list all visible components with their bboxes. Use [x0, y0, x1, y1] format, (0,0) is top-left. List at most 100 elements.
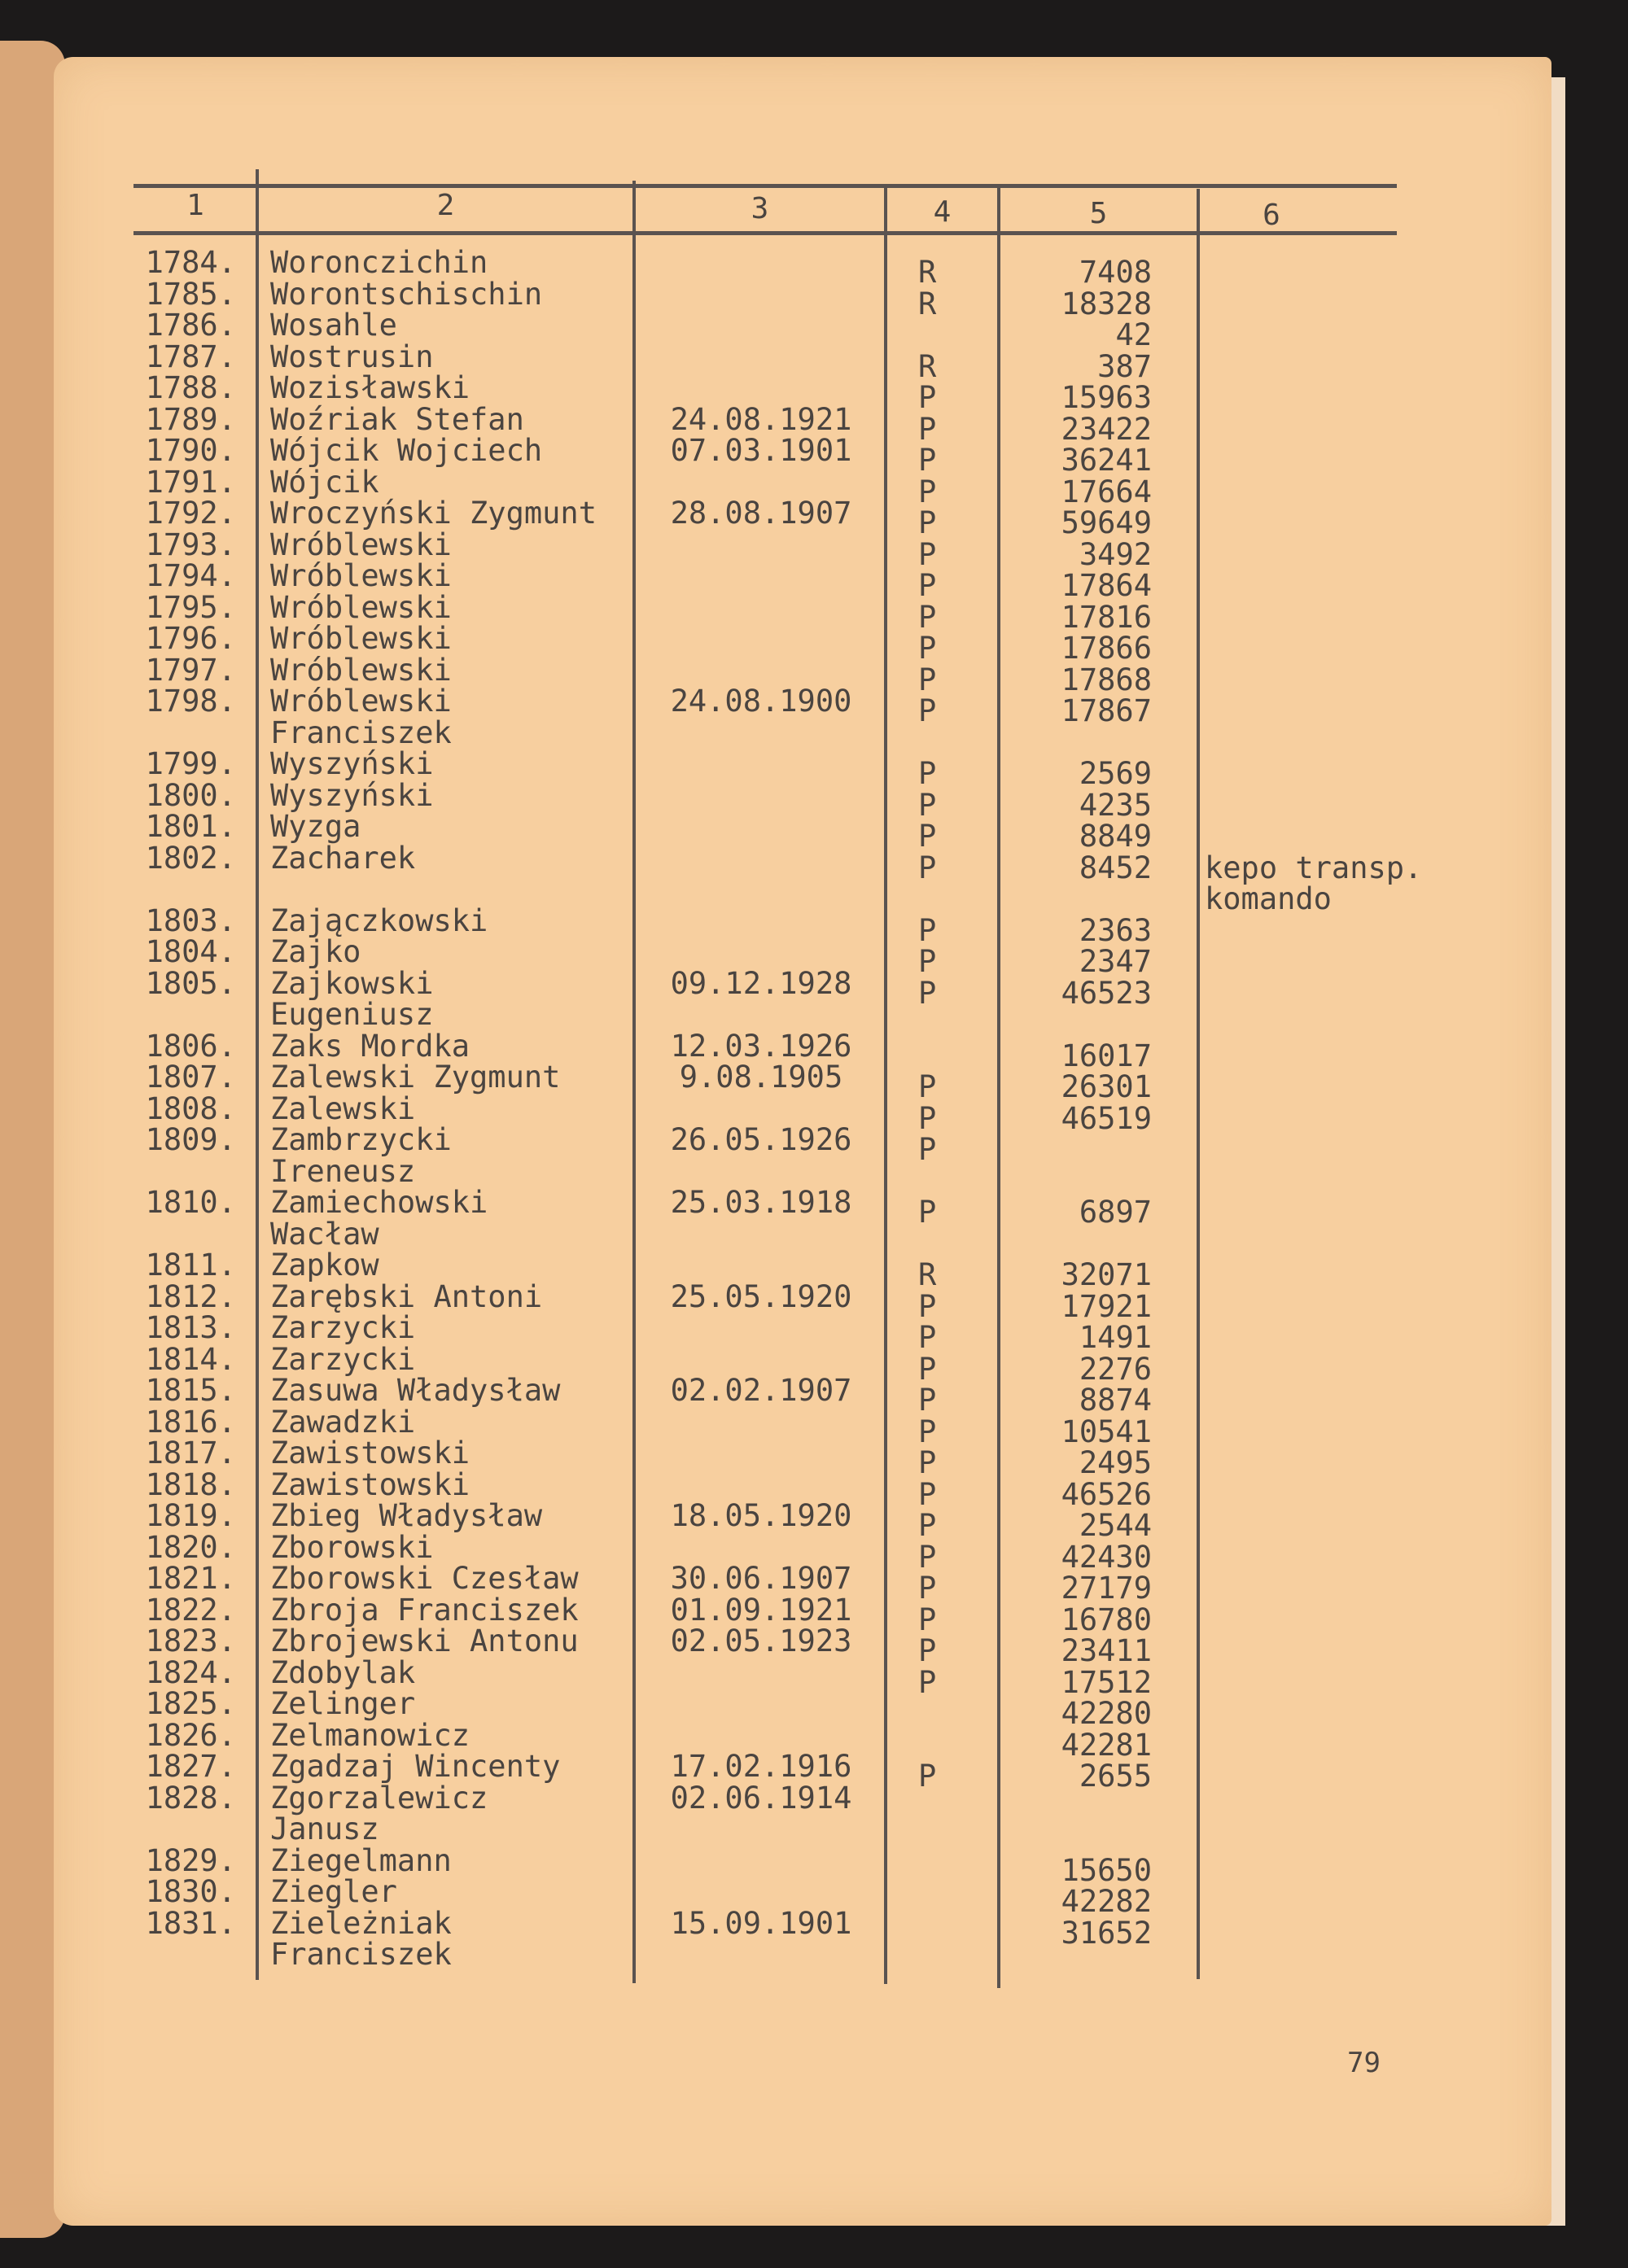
- cell-name: Zgorzalewicz: [270, 1780, 488, 1816]
- cell-name: Zieleżniak: [270, 1905, 452, 1941]
- cell-category: P: [918, 1664, 937, 1700]
- cell-row-number: 1785.: [145, 276, 236, 312]
- column-divider: [632, 181, 636, 1983]
- cell-row-number: 1819.: [145, 1498, 236, 1533]
- cell-birth-date: 25.05.1920: [670, 1278, 852, 1314]
- cell-name: Ziegler: [270, 1874, 397, 1909]
- cell-row-number: 1831.: [145, 1905, 236, 1941]
- cell-camp-number: 17512: [1061, 1664, 1152, 1700]
- cell-camp-number: 15963: [1061, 380, 1152, 415]
- cell-camp-number: 2569: [1079, 756, 1152, 791]
- cell-row-number: 1799.: [145, 746, 236, 781]
- table-row: 1806. Zaks Mordka 12.03.1926 16017: [0, 1028, 1628, 1071]
- cell-row-number: 1797.: [145, 652, 236, 688]
- cell-camp-number: 18328: [1061, 286, 1152, 321]
- cell-row-number: 1786.: [145, 308, 236, 343]
- table-top-rule: [133, 184, 1397, 188]
- cell-name: Ziegelmann: [270, 1842, 452, 1878]
- cell-name: Wroczyński Zygmunt: [270, 496, 597, 531]
- table-row: Eugeniusz: [0, 999, 1628, 1031]
- cell-row-number: 1793.: [145, 527, 236, 562]
- cell-category: P: [918, 787, 937, 823]
- cell-category: P: [918, 1759, 937, 1794]
- table-row: 1809. Zambrzycki 26.05.1926 P: [0, 1122, 1628, 1165]
- cell-category: P: [918, 662, 937, 697]
- cell-birth-date: 09.12.1928: [670, 965, 852, 1001]
- cell-category: P: [918, 631, 937, 666]
- table-row: Franciszek: [0, 714, 1628, 750]
- table-row: 1808. Zalewski P 46519: [0, 1093, 1628, 1134]
- cell-camp-number: 17866: [1061, 631, 1152, 666]
- cell-name: Zarzycki: [270, 1310, 416, 1345]
- table-row: 1825. Zelinger 42280: [0, 1686, 1628, 1728]
- table-row: 1817. Zawistowski P 2495: [0, 1437, 1628, 1478]
- cell-row-number: 1816.: [145, 1404, 236, 1440]
- cell-row-number: 1824.: [145, 1654, 236, 1690]
- cell-camp-number: 46523: [1061, 975, 1152, 1011]
- cell-name: Eugeniusz: [270, 997, 434, 1032]
- cell-remarks: kepo transp.: [1205, 850, 1423, 885]
- cell-category: P: [918, 1069, 937, 1104]
- column-divider: [1197, 189, 1200, 1979]
- cell-category: P: [918, 1100, 937, 1136]
- cell-category: R: [918, 255, 937, 290]
- cell-camp-number: 17921: [1061, 1288, 1152, 1324]
- cell-camp-number: 17664: [1061, 474, 1152, 509]
- cell-category: P: [918, 380, 937, 415]
- cell-name: Ireneusz: [270, 1153, 416, 1189]
- cell-name: Zelinger: [270, 1686, 416, 1721]
- cell-birth-date: 12.03.1926: [670, 1028, 852, 1064]
- cell-name: Zajkowski: [270, 965, 434, 1001]
- table-header-rule: [133, 231, 1397, 235]
- cell-camp-number: 27179: [1061, 1571, 1152, 1606]
- table-row: Wacław: [0, 1218, 1628, 1251]
- cell-category: P: [918, 1383, 937, 1418]
- table-row: 1805. Zajkowski 09.12.1928 P 46523: [0, 965, 1628, 1008]
- cell-row-number: 1826.: [145, 1717, 236, 1753]
- cell-category: P: [918, 1539, 937, 1575]
- cell-camp-number: 8849: [1079, 819, 1152, 854]
- table-row: 1789. Woźriak Stefan 24.08.1921 P 23422: [0, 404, 1628, 444]
- cell-category: P: [918, 1320, 937, 1355]
- cell-camp-number: 6897: [1079, 1195, 1152, 1230]
- cell-name: Zaks Mordka: [270, 1028, 470, 1064]
- cell-row-number: 1829.: [145, 1842, 236, 1878]
- cell-camp-number: 17867: [1061, 693, 1152, 728]
- cell-row-number: 1792.: [145, 496, 236, 531]
- cell-name: Wyszyński: [270, 746, 434, 781]
- cell-name: Zasuwa Władysław: [270, 1373, 561, 1408]
- table-row: 1811. Zapkow R 32071: [0, 1249, 1628, 1290]
- cell-row-number: 1820.: [145, 1529, 236, 1565]
- cell-row-number: 1801.: [145, 809, 236, 844]
- cell-birth-date: 07.03.1901: [670, 433, 852, 468]
- table-row: 1814. Zarzycki P 2276: [0, 1344, 1628, 1384]
- table-row: 1821. Zborowski Czesław 30.06.1907 P 27179: [0, 1562, 1628, 1603]
- table-row: 1823. Zbrojewski Antonu 02.05.1923 P 23411: [0, 1625, 1628, 1666]
- table-row: 1810. Zamiechowski 25.03.1918 P 6897: [0, 1186, 1628, 1227]
- cell-camp-number: 42: [1115, 317, 1152, 352]
- table-row: komando: [0, 874, 1628, 914]
- cell-remarks: komando: [1205, 881, 1332, 916]
- cell-camp-number: 42430: [1061, 1539, 1152, 1575]
- cell-name: Wróblewski: [270, 652, 452, 688]
- cell-row-number: 1825.: [145, 1686, 236, 1721]
- cell-row-number: 1791.: [145, 464, 236, 500]
- column-header-3: 3: [751, 192, 769, 225]
- cell-camp-number: 8874: [1079, 1383, 1152, 1418]
- column-divider: [256, 169, 259, 1980]
- cell-category: P: [918, 443, 937, 478]
- table-row: 1793. Wróblewski P 3492: [0, 527, 1628, 570]
- cell-name: Franciszek: [270, 714, 452, 750]
- cell-camp-number: 23411: [1061, 1633, 1152, 1668]
- cell-name: Zambrzycki: [270, 1122, 452, 1157]
- cell-camp-number: 23422: [1061, 411, 1152, 447]
- cell-name: Wróblewski: [270, 589, 452, 625]
- cell-camp-number: 2544: [1079, 1508, 1152, 1543]
- column-header-4: 4: [933, 195, 952, 229]
- cell-name: Franciszek: [270, 1937, 452, 1972]
- cell-name: Zawistowski: [270, 1466, 470, 1502]
- cell-row-number: 1802.: [145, 840, 236, 876]
- cell-camp-number: 16017: [1061, 1038, 1152, 1073]
- table-row: 1787. Wostrusin R 387: [0, 341, 1628, 382]
- cell-name: Zajko: [270, 934, 361, 969]
